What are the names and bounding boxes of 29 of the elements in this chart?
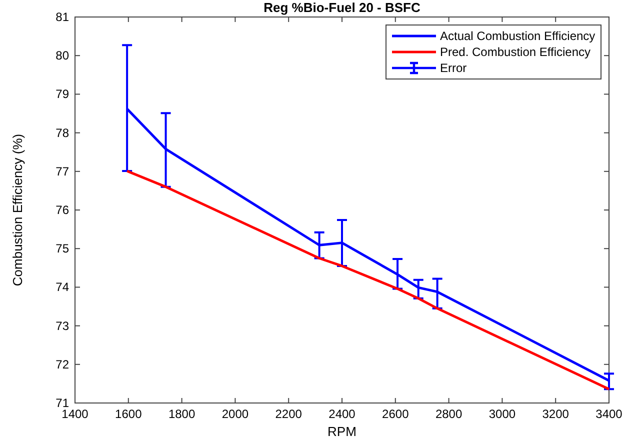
y-tick-label: 80 bbox=[56, 48, 70, 63]
y-axis-title: Combustion Efficiency (%) bbox=[10, 134, 25, 286]
x-tick-label: 3000 bbox=[488, 407, 516, 421]
x-tick-label: 2000 bbox=[222, 407, 249, 421]
y-tick-label: 72 bbox=[56, 357, 70, 372]
chart-title: Reg %Bio-Fuel 20 - BSFC bbox=[264, 0, 421, 15]
y-tick-label: 78 bbox=[56, 126, 70, 140]
legend-label: Actual Combustion Efficiency bbox=[440, 29, 596, 43]
y-tick-label: 71 bbox=[56, 396, 70, 410]
legend-label: Pred. Combustion Efficiency bbox=[440, 45, 591, 59]
line-series bbox=[126, 170, 610, 390]
x-tick-label: 1800 bbox=[168, 407, 196, 421]
y-tick-label: 81 bbox=[56, 10, 70, 24]
x-tick-label: 1600 bbox=[115, 407, 142, 421]
y-tick-label: 74 bbox=[56, 280, 70, 294]
x-tick-label: 2200 bbox=[275, 407, 302, 421]
annotation: Error bbox=[440, 61, 467, 75]
y-tick-label: 76 bbox=[56, 203, 70, 217]
x-tick-label: 2800 bbox=[435, 407, 462, 421]
y-tick-label: 77 bbox=[56, 164, 70, 178]
x-axis-title: RPM bbox=[328, 424, 356, 439]
x-tick-label: 3200 bbox=[542, 407, 570, 421]
x-tick-label: 3400 bbox=[596, 407, 623, 421]
x-tick-label: 2600 bbox=[382, 407, 410, 421]
x-tick-label: 2400 bbox=[328, 407, 356, 421]
x-tick-label: 1400 bbox=[62, 407, 89, 421]
y-tick-label: 73 bbox=[56, 318, 70, 333]
y-tick-label: 75 bbox=[56, 242, 70, 256]
y-tick-label: 79 bbox=[56, 87, 70, 102]
